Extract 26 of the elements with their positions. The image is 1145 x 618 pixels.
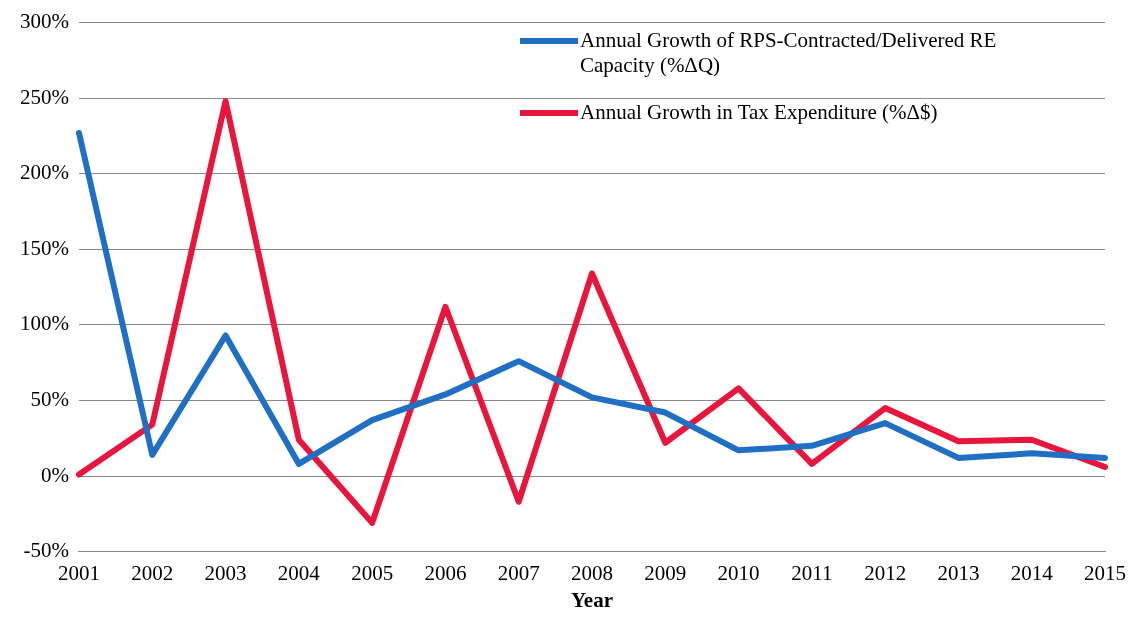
x-tick-label: 2015 [1084,560,1126,585]
x-tick-label: 2004 [277,560,321,585]
x-tick-label: 2011 [791,560,833,585]
x-tick-label: 2008 [571,560,613,585]
y-tick-label: 200% [19,160,69,185]
y-tick-label: -50% [23,538,69,563]
y-tick-label: 100% [19,311,69,336]
y-tick-label: 150% [19,235,69,260]
x-tick-label: 2010 [717,560,760,585]
legend-label: Annual Growth of RPS-Contracted/Delivered RE Capacity (%ΔQ) [580,28,998,78]
y-tick-label: 50% [30,386,69,411]
legend-label: Annual Growth in Tax Expenditure (%Δ$) [580,100,938,125]
x-tick-label: 2007 [497,560,540,585]
x-tick-label: 2002 [131,560,174,585]
x-tick-label: 2001 [57,560,100,585]
y-tick-label: 300% [19,9,69,34]
x-tick-label: 2013 [937,560,980,585]
x-axis-title: Year [571,587,613,612]
x-tick-label: 2014 [1010,560,1054,585]
y-tick-label: 0% [40,462,69,487]
x-tick-label: 2009 [644,560,687,585]
x-tick-label: 2003 [204,560,247,585]
x-tick-label: 2005 [351,560,394,585]
x-tick-label: 2006 [424,560,467,585]
y-tick-label: 250% [19,84,69,109]
x-tick-label: 2012 [864,560,907,585]
